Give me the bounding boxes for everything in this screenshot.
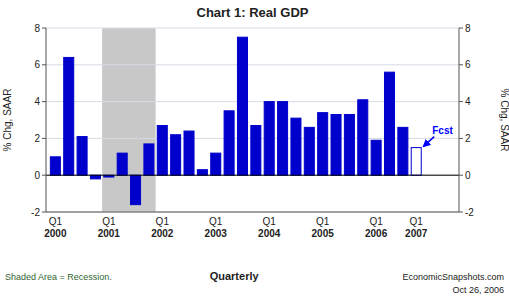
y-tick-label: 4 — [34, 96, 40, 107]
x-tick-label: Q12005 — [312, 216, 335, 239]
bar — [371, 140, 381, 175]
y-tick — [42, 101, 46, 102]
bar — [358, 100, 368, 175]
annotation-arrow — [423, 137, 434, 147]
bar — [211, 153, 221, 175]
x-tick-label: Q12002 — [151, 216, 174, 239]
bar — [64, 57, 74, 175]
x-axis — [46, 212, 459, 213]
bar — [411, 148, 421, 176]
bar — [77, 137, 87, 176]
bar — [144, 144, 154, 175]
bar — [304, 127, 314, 175]
y2-tick — [459, 175, 463, 176]
bar — [344, 114, 354, 175]
y-tick-label: 2 — [34, 133, 40, 144]
y-tick — [42, 212, 46, 213]
bar — [50, 157, 60, 175]
x-tick-label: Q12001 — [98, 216, 121, 239]
bar — [117, 153, 127, 175]
bar — [184, 131, 194, 175]
x-tick-label: Q12007 — [405, 216, 428, 239]
bar — [131, 175, 141, 204]
y2-tick — [459, 138, 463, 139]
bar — [331, 114, 341, 175]
bar — [237, 37, 247, 175]
y2-axis — [459, 28, 460, 212]
recession-shading — [102, 28, 155, 212]
grid-line — [46, 101, 459, 102]
y2-tick-label: 0 — [465, 170, 471, 181]
y-tick-label: 8 — [34, 23, 40, 34]
grid-line — [46, 28, 459, 29]
bar — [251, 126, 261, 176]
y2-tick — [459, 101, 463, 102]
grid-line — [46, 175, 459, 176]
bar — [157, 126, 167, 176]
y-tick-label: -2 — [31, 207, 40, 218]
y-tick — [42, 28, 46, 29]
y-tick-label: 6 — [34, 59, 40, 70]
chart: Chart 1: Real GDP -2 0 2 4 6 8 -2 0 2 4 6 8 % Chg, SA… — [0, 0, 509, 300]
y2-tick — [459, 64, 463, 65]
x-tick-label: Q12003 — [205, 216, 228, 239]
bar — [197, 170, 207, 176]
bar — [224, 111, 234, 175]
bar — [318, 113, 328, 176]
bar — [291, 118, 301, 175]
y-tick — [42, 64, 46, 65]
y-tick-label: 0 — [34, 170, 40, 181]
annotation: Fcst — [432, 125, 453, 136]
y-tick — [42, 138, 46, 139]
grid-line — [46, 64, 459, 65]
bars — [50, 37, 421, 204]
bar — [171, 135, 181, 175]
bar — [90, 175, 100, 179]
y-axis — [46, 28, 47, 212]
y2-tick-label: 8 — [465, 23, 471, 34]
x-tick-label: Q12006 — [365, 216, 388, 239]
y-tick — [42, 175, 46, 176]
y-axis-label: % Chg, SAAR — [2, 89, 13, 152]
y2-tick-label: 6 — [465, 59, 471, 70]
zero-line — [46, 175, 459, 176]
grid-line — [46, 212, 459, 213]
bar — [278, 102, 288, 176]
y2-tick-label: 2 — [465, 133, 471, 144]
y2-tick-label: -2 — [465, 207, 474, 218]
y2-tick-label: 4 — [465, 96, 471, 107]
y2-tick — [459, 28, 463, 29]
y2-tick — [459, 212, 463, 213]
bar — [264, 102, 274, 176]
x-tick-label: Q12000 — [44, 216, 67, 239]
x-tick-label: Q12004 — [258, 216, 281, 239]
x-axis-label: Quarterly — [210, 270, 260, 282]
bar — [398, 127, 408, 175]
note: EconomicSnapshots.com — [402, 272, 504, 282]
bar — [384, 72, 394, 175]
note: Oct 26, 2006 — [452, 285, 504, 295]
note: Shaded Area = Recession. — [5, 272, 112, 282]
title: Chart 1: Real GDP — [197, 5, 309, 20]
y2-axis-label: % Chg, SAAR — [499, 89, 509, 152]
